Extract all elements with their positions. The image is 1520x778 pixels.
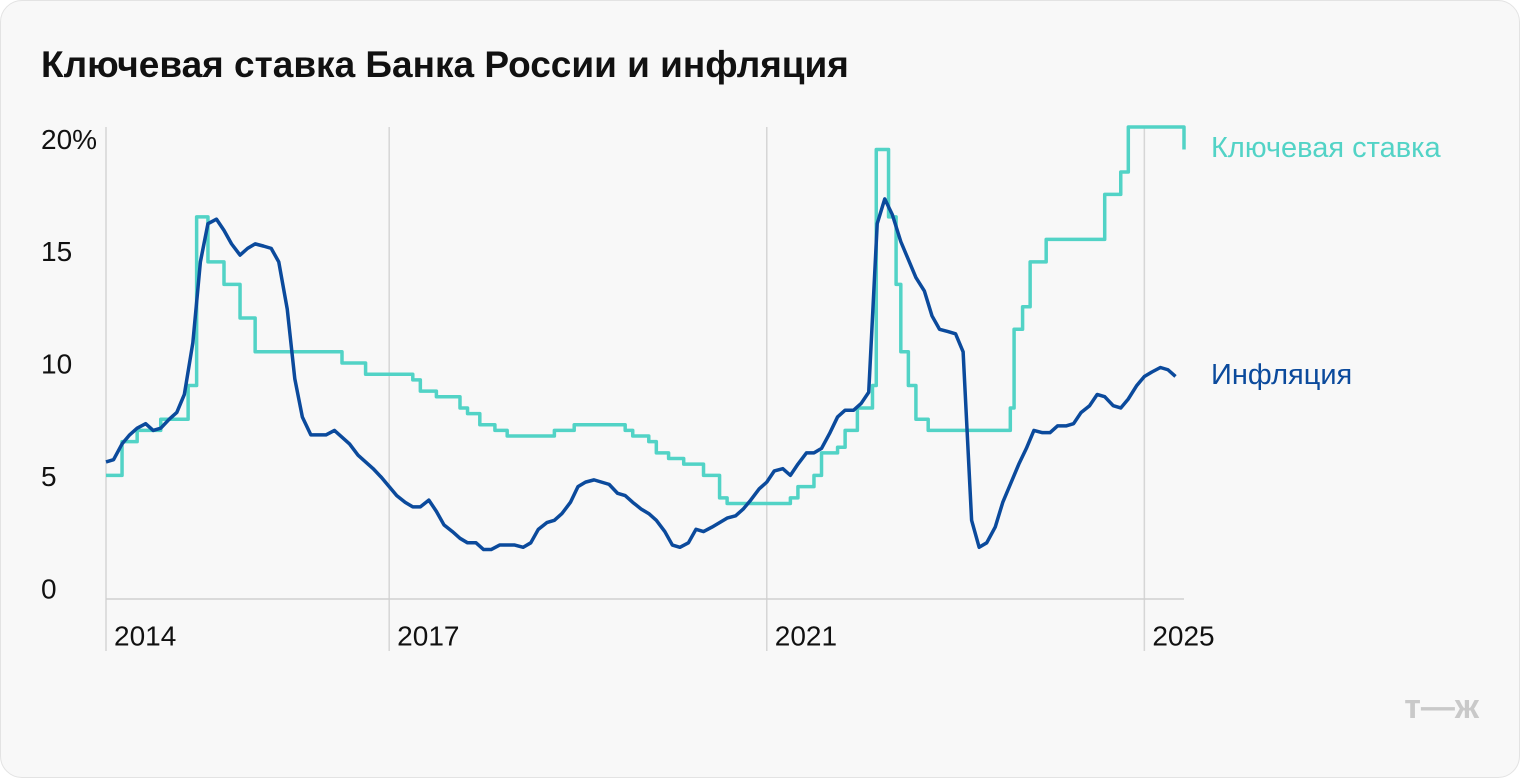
series-label: Ключевая ставка [1211,132,1441,164]
series-label: Инфляция [1211,359,1352,391]
line-series [105,197,1177,552]
x-tick-label: 2025 [1152,620,1214,651]
y-tick-label: 15 [41,236,72,267]
chart-title: Ключевая ставка Банка России и инфляция [41,44,849,85]
x-tick-label: 2014 [114,620,176,651]
line-series [106,125,1186,506]
y-tick-label: 0 [41,573,57,604]
logo: т—ж [1404,688,1480,726]
y-tick-label: 5 [41,461,57,492]
y-tick-label: 10 [41,349,72,380]
y-tick-label: 20% [41,124,97,155]
x-tick-label: 2017 [397,620,459,651]
x-tick-label: 2021 [775,620,837,651]
